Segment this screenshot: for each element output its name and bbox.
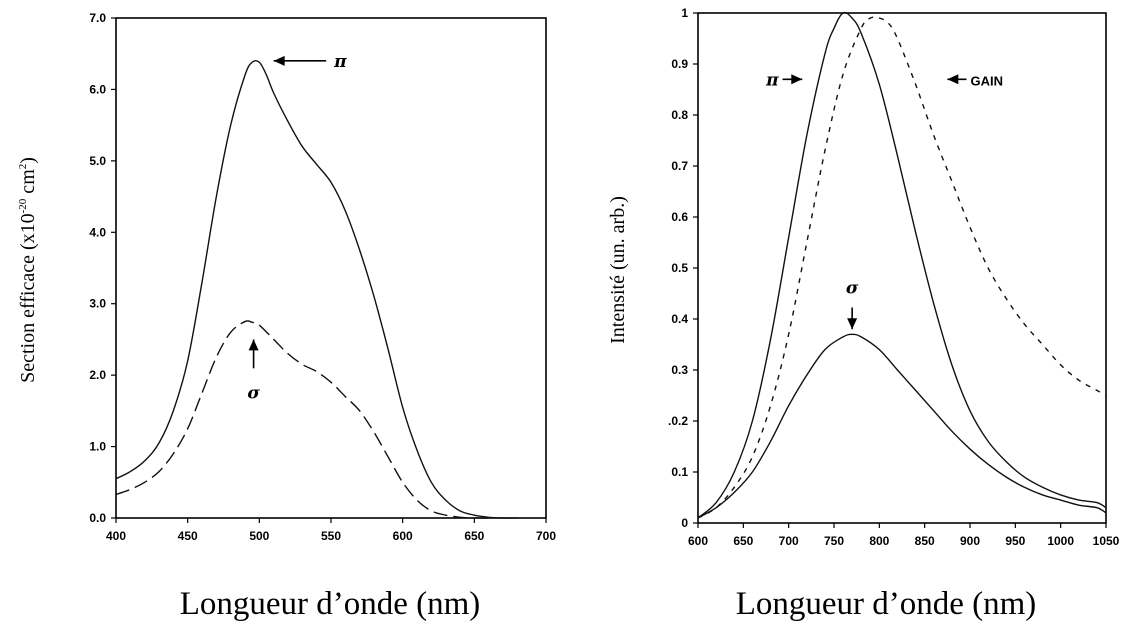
left-y-axis-label: Section efficace (x10-20 cm2) — [17, 157, 39, 383]
right-annotation-sigma-label: σ — [846, 279, 859, 299]
right-y-tick-label: 0.8 — [671, 108, 688, 122]
right-x-tick-label: 800 — [869, 534, 889, 548]
right-x-tick-label: 700 — [779, 534, 799, 548]
right-y-tick-label: 0.5 — [671, 261, 688, 275]
left-x-tick-label: 650 — [464, 529, 484, 543]
left-x-tick-label: 700 — [536, 529, 556, 543]
right-y-tick-label: 0.9 — [671, 57, 688, 71]
right-y-tick-label: 0.3 — [671, 363, 688, 377]
left-x-tick-label: 450 — [178, 529, 198, 543]
right-plot-area: 600 650 700 750 800 850 900 950 1000 1050 0 0.1 .0.2… — [668, 6, 1120, 548]
right-series-pi — [697, 11, 1107, 519]
right-plot-frame — [697, 12, 1107, 524]
right-x-tick-label: 850 — [915, 534, 935, 548]
left-series-sigma — [115, 320, 489, 519]
left-plot-area: 400 450 500 550 600 650 700 0.0 1.0 2.0 3.0 4.0 5.0 6… — [89, 11, 556, 543]
right-annotation-gain-label: GAIN — [971, 73, 1004, 88]
left-y-tick-label: 2.0 — [89, 368, 106, 382]
right-y-tick-label: 0.1 — [671, 465, 688, 479]
left-x-tick-label: 500 — [249, 529, 269, 543]
left-x-tick-label: 600 — [393, 529, 413, 543]
right-y-tick-label: 0.6 — [671, 210, 688, 224]
right-annotation-sigma-arrowhead — [847, 318, 858, 330]
chart-cross-section: 400 450 500 550 600 650 700 0.0 1.0 2.0 3.0 4.0 5.0 6… — [17, 11, 556, 622]
right-annotation-gain-arrowhead — [947, 74, 959, 85]
right-y-tick-label: 0 — [681, 516, 688, 530]
right-annotation-pi-label: π — [765, 70, 779, 90]
right-y-tick-label: .0.2 — [668, 414, 688, 428]
right-annotation-pi-arrowhead — [791, 74, 803, 85]
left-y-tick-label: 7.0 — [89, 11, 106, 25]
left-y-tick-label: 3.0 — [89, 297, 106, 311]
left-y-tick-label: 1.0 — [89, 440, 106, 454]
left-y-tick-label: 5.0 — [89, 154, 106, 168]
right-x-axis-label: Longueur d’onde (nm) — [736, 586, 1037, 622]
right-y-tick-label: 1 — [681, 6, 688, 20]
chart-intensity: 600 650 700 750 800 850 900 950 1000 1050 0 0.1 .0.2… — [607, 6, 1120, 622]
left-y-tick-label: 6.0 — [89, 82, 106, 96]
left-annotation-sigma-arrowhead — [248, 339, 259, 351]
right-series-sigma — [697, 333, 1107, 519]
right-y-tick-label: 0.7 — [671, 159, 688, 173]
right-y-tick-label: 0.4 — [671, 312, 688, 326]
right-y-axis-label: Intensité (un. arb.) — [607, 196, 629, 344]
left-y-tick-label: 0.0 — [89, 511, 106, 525]
right-x-tick-label: 950 — [1005, 534, 1025, 548]
left-y-tick-label: 4.0 — [89, 225, 106, 239]
left-annotation-pi-label: π — [333, 52, 347, 72]
left-x-axis-label: Longueur d’onde (nm) — [180, 586, 481, 622]
right-x-tick-label: 1000 — [1047, 534, 1074, 548]
right-x-tick-label: 600 — [688, 534, 708, 548]
right-x-tick-label: 650 — [733, 534, 753, 548]
right-x-tick-label: 900 — [960, 534, 980, 548]
left-annotation-sigma-label: σ — [247, 383, 260, 403]
left-x-tick-label: 400 — [106, 529, 126, 543]
right-x-tick-label: 1050 — [1093, 534, 1120, 548]
right-x-tick-label: 750 — [824, 534, 844, 548]
left-annotation-pi-arrowhead — [273, 55, 285, 66]
left-x-tick-label: 550 — [321, 529, 341, 543]
left-series-pi — [115, 59, 518, 519]
right-series-gain — [697, 16, 1107, 519]
